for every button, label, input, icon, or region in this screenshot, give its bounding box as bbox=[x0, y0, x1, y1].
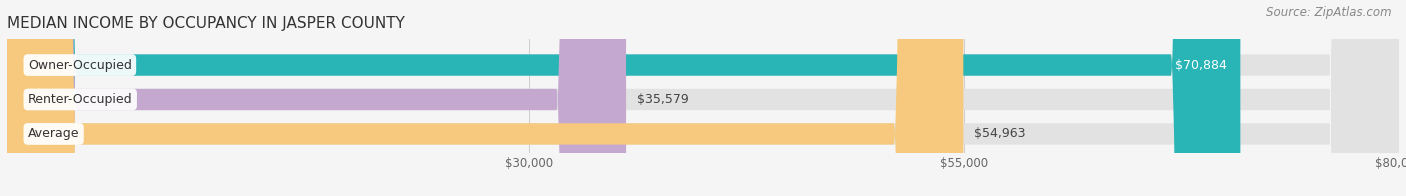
Text: Renter-Occupied: Renter-Occupied bbox=[28, 93, 132, 106]
FancyBboxPatch shape bbox=[7, 0, 1399, 196]
Text: Source: ZipAtlas.com: Source: ZipAtlas.com bbox=[1267, 6, 1392, 19]
Text: Average: Average bbox=[28, 127, 79, 140]
FancyBboxPatch shape bbox=[7, 0, 1240, 196]
FancyBboxPatch shape bbox=[7, 0, 626, 196]
FancyBboxPatch shape bbox=[7, 0, 1399, 196]
Text: $54,963: $54,963 bbox=[974, 127, 1025, 140]
Text: MEDIAN INCOME BY OCCUPANCY IN JASPER COUNTY: MEDIAN INCOME BY OCCUPANCY IN JASPER COU… bbox=[7, 16, 405, 31]
FancyBboxPatch shape bbox=[7, 0, 1399, 196]
Text: $70,884: $70,884 bbox=[1174, 59, 1226, 72]
Text: Owner-Occupied: Owner-Occupied bbox=[28, 59, 132, 72]
FancyBboxPatch shape bbox=[7, 0, 963, 196]
Text: $35,579: $35,579 bbox=[637, 93, 689, 106]
